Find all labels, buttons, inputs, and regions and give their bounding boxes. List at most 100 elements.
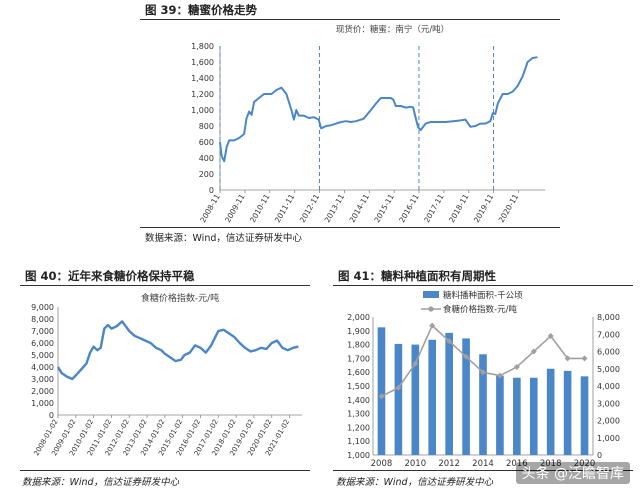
chart-title: 现货价：糖蜜：南宁（元/吨） (336, 24, 449, 35)
price-marker (378, 393, 385, 400)
y-tick-label: 1,600 (191, 58, 214, 67)
y-left-tick-label: 1,300 (347, 410, 370, 419)
price-marker (513, 364, 520, 371)
price-marker (564, 355, 571, 362)
x-tick-label: 2018-11 (447, 192, 471, 224)
area-bar (411, 344, 420, 455)
x-tick-label: 2012 (438, 459, 460, 469)
sugar-price-chart: 食糖价格指数-元/吨 0 1,000 2,000 3,000 4,000 5,000 6,00… (31, 292, 302, 457)
fig39-title-rule (140, 19, 560, 20)
molasses-chart: 现货价：糖蜜：南宁（元/吨） 0 200 400 600 800 1,000 1,200 1,4… (191, 24, 545, 224)
area-bar (377, 327, 386, 455)
x-tick-label: 2020-11 (497, 192, 521, 224)
y-left-tick-label: 1,000 (347, 451, 370, 460)
area-bar (445, 332, 453, 455)
y-right-tick-label: 2,000 (597, 417, 620, 426)
x-tick-label: 2014 (472, 459, 494, 469)
fig40-title: 图 40：近年来食糖价格保持平稳 (25, 269, 195, 283)
area-bar (580, 376, 589, 455)
y-right-tick-label: 8,000 (597, 313, 620, 322)
y-tick-label: 3,000 (31, 375, 54, 384)
price-marker (429, 322, 436, 329)
price-marker (446, 338, 453, 345)
y-left-tick-label: 1,400 (347, 396, 370, 405)
y-tick-label: 7,000 (31, 327, 54, 336)
y-left-tick-label: 2,000 (347, 313, 370, 322)
y-tick-label: 1,800 (191, 42, 214, 51)
x-tick-label: 2011-11 (273, 192, 297, 224)
chart-title: 食糖价格指数-元/吨 (141, 292, 219, 304)
y-tick-label: 8,000 (31, 315, 54, 324)
price-marker (480, 369, 486, 376)
x-tick-label: 2013-11 (323, 192, 347, 224)
y-left-tick-label: 1,100 (347, 437, 370, 446)
y-right-tick-label: 5,000 (597, 365, 620, 374)
x-tick-label: 2010-11 (248, 192, 272, 224)
price-marker (581, 355, 588, 362)
fig41-source: 数据来源：Wind，信达证券研发中心 (336, 477, 494, 488)
x-tick-label: 2016 (506, 459, 528, 469)
area-bar (462, 338, 470, 455)
y-tick-label: 6,000 (31, 339, 54, 348)
molasses-price-line (219, 56, 538, 163)
price-marker (395, 384, 402, 391)
x-tick-label: 2020 (574, 459, 596, 469)
price-marker (412, 360, 419, 367)
area-bar (563, 370, 572, 455)
y-right-tick-label: 7,000 (597, 330, 620, 339)
legend-label: 食糖价格指数-元/吨 (443, 304, 517, 315)
x-tick-label: 2008-11 (198, 192, 222, 224)
y-left-tick-label: 1,700 (347, 354, 370, 363)
area-bar (428, 339, 437, 455)
x-tick-label: 2014-11 (348, 192, 372, 224)
y-tick-label: 0 (209, 186, 214, 195)
area-bar (479, 354, 487, 455)
y-left-tick-label: 1,200 (347, 423, 370, 432)
x-tick-label: 2012-11 (298, 192, 322, 224)
fig40-title-rule (20, 285, 310, 286)
x-tick-label: 2009-11 (223, 192, 247, 224)
fig39-bottom-rule (140, 227, 560, 228)
watermark: 头条 @泛瞻智库 (515, 462, 630, 484)
y-tick-label: 800 (199, 122, 214, 131)
y-left-tick-label: 1,900 (347, 327, 370, 336)
y-right-tick-label: 0 (597, 451, 602, 460)
legend-swatch-marker (428, 306, 434, 312)
price-marker (463, 353, 470, 360)
y-tick-label: 1,200 (191, 90, 214, 99)
fig40-bottom-rule (20, 470, 310, 471)
y-tick-label: 2,000 (31, 387, 54, 396)
legend-label: 糖料播种面积-千公顷 (443, 290, 523, 301)
sugar-price-line (56, 320, 299, 381)
x-tick-label: 2017-11 (422, 192, 446, 224)
price-marker (547, 332, 554, 339)
y-right-tick-label: 3,000 (597, 399, 620, 408)
price-marker (530, 348, 537, 355)
y-tick-label: 400 (199, 154, 214, 163)
y-tick-label: 1,000 (31, 399, 54, 408)
area-bar (496, 375, 504, 455)
price-marker (496, 372, 503, 379)
y-tick-label: 1,400 (191, 74, 214, 83)
fig41-title: 图 41：糖料种植面积有周期性 (338, 269, 497, 283)
y-right-tick-label: 4,000 (597, 382, 620, 391)
y-left-tick-label: 1,500 (347, 382, 370, 391)
fig41-title-rule (333, 285, 633, 286)
fig39-source: 数据来源：Wind，信达证券研发中心 (145, 233, 302, 244)
y-tick-label: 0 (49, 411, 54, 420)
y-right-tick-label: 1,000 (597, 434, 620, 443)
y-tick-label: 9,000 (31, 303, 54, 312)
fig39-title: 图 39：糖蜜价格走势 (145, 3, 258, 17)
y-right-tick-label: 6,000 (597, 348, 620, 357)
area-bar (529, 377, 538, 455)
y-tick-label: 1,000 (191, 106, 214, 115)
area-bar (394, 343, 403, 455)
fig40-source: 数据来源：Wind，信达证券研发中心 (22, 477, 180, 488)
y-left-tick-label: 1,600 (347, 368, 370, 377)
y-left-tick-label: 1,800 (347, 341, 370, 350)
area-bar (513, 377, 521, 455)
y-tick-label: 200 (199, 170, 214, 179)
x-tick-label: 2019-11 (472, 192, 496, 224)
y-tick-label: 5,000 (31, 351, 54, 360)
